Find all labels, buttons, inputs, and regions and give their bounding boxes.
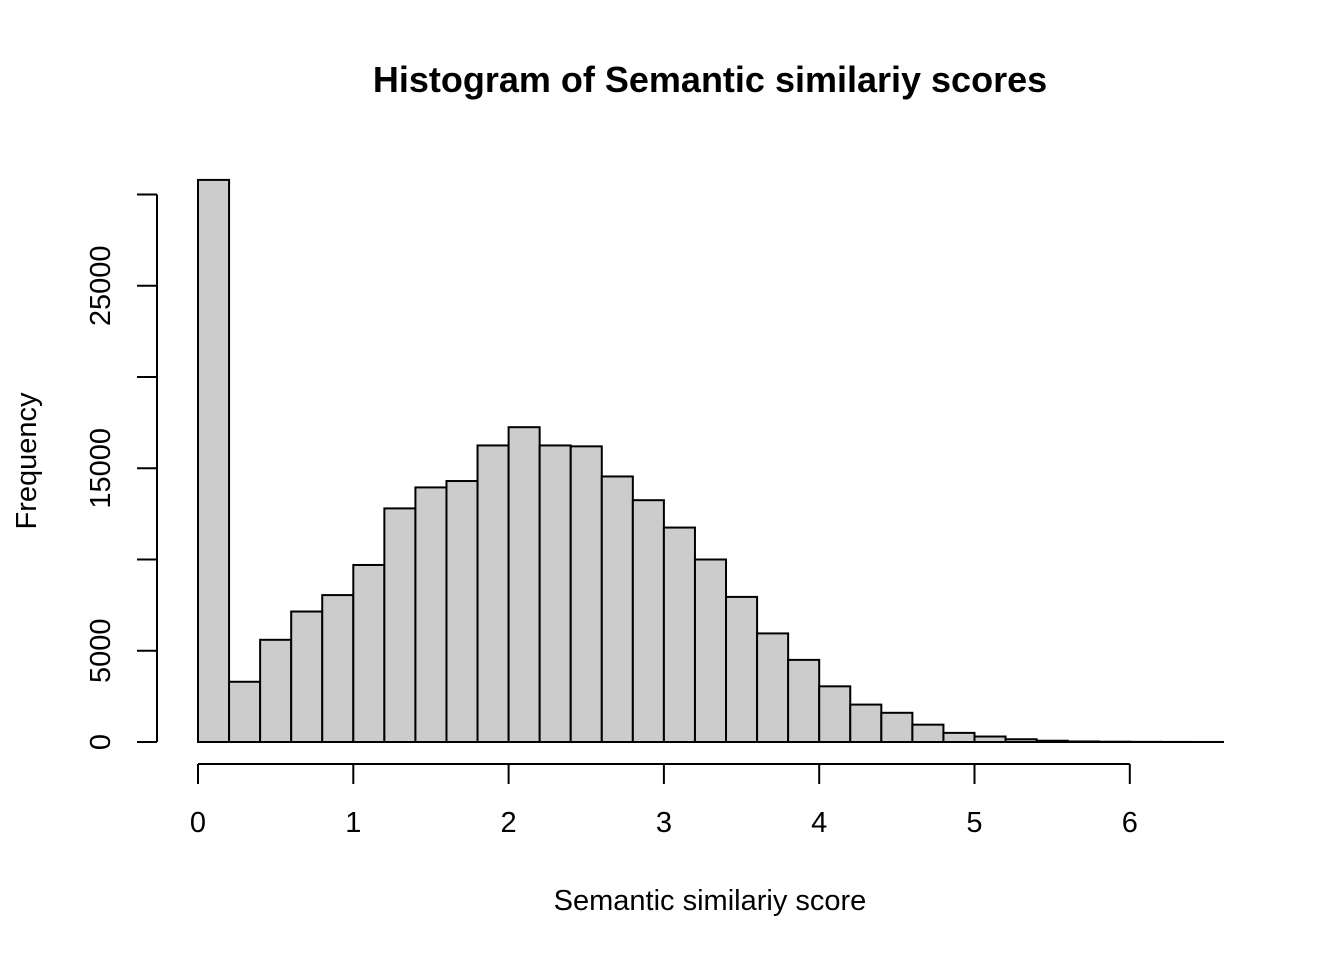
- histogram-bar: [290, 610, 324, 744]
- histogram-bar: [880, 711, 914, 743]
- y-axis: 0 5000 15000 25000: [85, 193, 158, 750]
- histogram-bar: [538, 444, 572, 743]
- x-axis: 0 1 2 3 4 5 6: [190, 763, 1138, 839]
- y-tick-label: 5000: [85, 618, 117, 683]
- chart-title: Histogram of Semantic similariy scores: [373, 59, 1047, 100]
- histogram-bar: [756, 632, 790, 743]
- histogram-bar: [693, 558, 728, 743]
- histogram-bar: [197, 178, 231, 743]
- histogram-bar: [631, 499, 665, 743]
- histogram-bar: [725, 595, 759, 743]
- histogram-bar: [352, 563, 386, 743]
- histogram-bar: [942, 731, 976, 743]
- histogram-bar: [259, 638, 293, 743]
- histogram-bar: [600, 475, 634, 743]
- x-tick-label: 5: [966, 807, 982, 839]
- histogram-bar: [569, 445, 603, 743]
- y-tick-label: 0: [85, 734, 117, 750]
- histogram-bar: [849, 703, 883, 744]
- histogram-bar: [321, 594, 355, 744]
- histogram-bar: [911, 723, 945, 743]
- histogram-bar: [476, 444, 510, 743]
- histogram-bar: [228, 680, 262, 744]
- x-tick-label: 1: [345, 807, 361, 839]
- y-tick-label: 15000: [85, 428, 117, 509]
- histogram-bar: [445, 480, 479, 743]
- histogram-bar: [507, 426, 541, 743]
- y-tick-label: 25000: [85, 245, 117, 326]
- histogram-bar: [662, 526, 696, 743]
- y-axis-label: Frequency: [11, 392, 43, 530]
- histogram-bar: [414, 486, 448, 743]
- x-tick-label: 2: [501, 807, 517, 839]
- bars-group: [197, 178, 1224, 744]
- x-tick-label: 3: [656, 807, 672, 839]
- histogram-bar: [383, 507, 417, 743]
- histogram-bar: [818, 685, 852, 744]
- x-axis-label: Semantic similariy score: [554, 885, 867, 917]
- x-tick-label: 0: [190, 807, 206, 839]
- x-tick-label: 6: [1122, 807, 1138, 839]
- histogram-bar: [787, 658, 821, 743]
- x-tick-label: 4: [811, 807, 827, 839]
